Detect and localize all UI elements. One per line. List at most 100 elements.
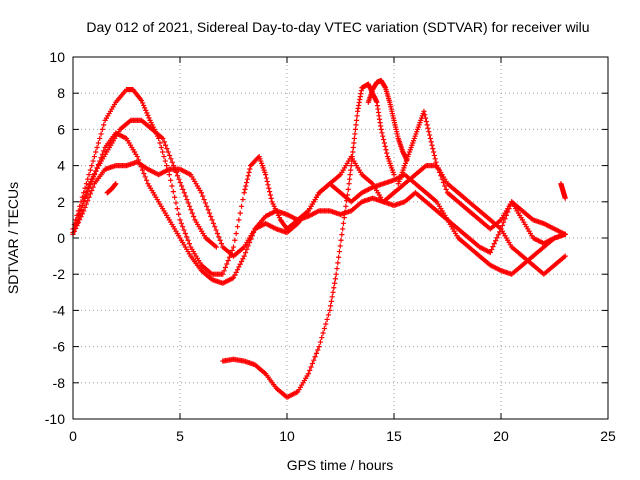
data-point xyxy=(319,334,325,341)
data-point xyxy=(264,178,270,185)
data-point xyxy=(81,198,87,204)
data-point xyxy=(354,113,360,119)
data-point xyxy=(184,196,190,203)
data-point xyxy=(160,135,166,142)
axes-layer: 0 5 10 15 20 25 -10 -8 -6 -4 -2 0 2 4 6 8 10 xyxy=(45,49,616,444)
data-point xyxy=(224,261,230,267)
data-point xyxy=(378,126,384,132)
data-point xyxy=(113,181,119,187)
data-point xyxy=(230,244,237,250)
data-point xyxy=(198,190,204,196)
data-point xyxy=(332,276,339,282)
data-point xyxy=(189,210,195,216)
data-point xyxy=(379,130,385,136)
data-point xyxy=(440,179,447,186)
data-point xyxy=(138,97,145,104)
data-point xyxy=(86,172,92,178)
data-point xyxy=(166,172,172,178)
data-point xyxy=(425,125,431,131)
data-point xyxy=(351,140,357,146)
data-point xyxy=(218,241,225,247)
data-point xyxy=(351,135,358,142)
data-point xyxy=(73,225,79,232)
data-point xyxy=(209,217,215,223)
data-point xyxy=(90,158,96,164)
data-point xyxy=(208,213,214,220)
y-axis-label: SDTVAR / TECUs xyxy=(5,182,21,294)
data-point xyxy=(343,203,349,209)
data-point xyxy=(184,234,190,240)
data-point xyxy=(321,325,328,332)
x-axis-label: GPS time / hours xyxy=(287,457,394,473)
data-point xyxy=(323,321,329,327)
data-point xyxy=(77,217,83,223)
data-point xyxy=(145,112,151,118)
data-point xyxy=(86,194,92,200)
data-point xyxy=(428,139,434,145)
data-point xyxy=(423,118,429,125)
data-point xyxy=(320,330,326,336)
data-point xyxy=(305,371,311,377)
data-point xyxy=(347,172,353,178)
data-point xyxy=(331,285,337,291)
data-point xyxy=(344,192,351,198)
y-tick-label: 0 xyxy=(57,230,65,246)
data-point xyxy=(230,275,237,281)
data-point xyxy=(78,207,84,213)
marks-layer xyxy=(70,77,568,400)
data-point xyxy=(340,220,347,226)
data-point xyxy=(232,237,238,243)
data-point xyxy=(348,167,354,173)
data-point xyxy=(244,176,251,182)
data-point xyxy=(489,246,495,253)
data-point xyxy=(161,153,167,160)
data-point xyxy=(495,232,501,238)
data-point xyxy=(348,163,354,169)
data-point xyxy=(164,146,170,152)
data-point xyxy=(97,135,103,142)
data-point xyxy=(435,166,441,172)
data-point xyxy=(234,224,241,230)
data-point xyxy=(350,144,356,151)
data-point xyxy=(502,216,508,222)
data-point xyxy=(83,181,89,187)
series-track-8 xyxy=(104,181,568,201)
data-point xyxy=(346,181,352,187)
data-point xyxy=(434,163,440,169)
series-track-7 xyxy=(365,77,410,163)
data-point xyxy=(432,156,438,162)
data-point xyxy=(436,169,443,175)
data-point xyxy=(200,193,206,199)
data-point xyxy=(494,235,500,241)
data-point xyxy=(426,132,433,138)
data-point xyxy=(142,105,148,111)
data-point xyxy=(174,173,181,179)
data-point xyxy=(174,205,180,212)
data-point xyxy=(491,241,497,247)
data-point xyxy=(85,184,91,190)
data-point xyxy=(380,136,387,143)
data-point xyxy=(383,147,389,153)
chart-title: Day 012 of 2021, Sidereal Day-to-day VTE… xyxy=(86,19,589,35)
data-point xyxy=(404,157,410,163)
data-point xyxy=(93,149,99,155)
data-point xyxy=(352,126,359,132)
data-point xyxy=(81,208,87,214)
data-point xyxy=(81,190,87,196)
data-point xyxy=(501,219,507,225)
data-point xyxy=(221,268,227,274)
data-point xyxy=(342,209,348,215)
data-point xyxy=(139,100,146,106)
data-point xyxy=(349,153,355,160)
data-point xyxy=(165,149,171,155)
data-point xyxy=(139,167,146,173)
data-point xyxy=(350,149,356,155)
data-point xyxy=(339,232,345,238)
data-point xyxy=(344,198,350,204)
data-point xyxy=(443,186,449,192)
series-track-6 xyxy=(395,108,568,237)
data-point xyxy=(384,150,390,156)
y-tick-label: 6 xyxy=(57,121,65,137)
data-point xyxy=(439,176,445,182)
data-point xyxy=(325,312,332,318)
